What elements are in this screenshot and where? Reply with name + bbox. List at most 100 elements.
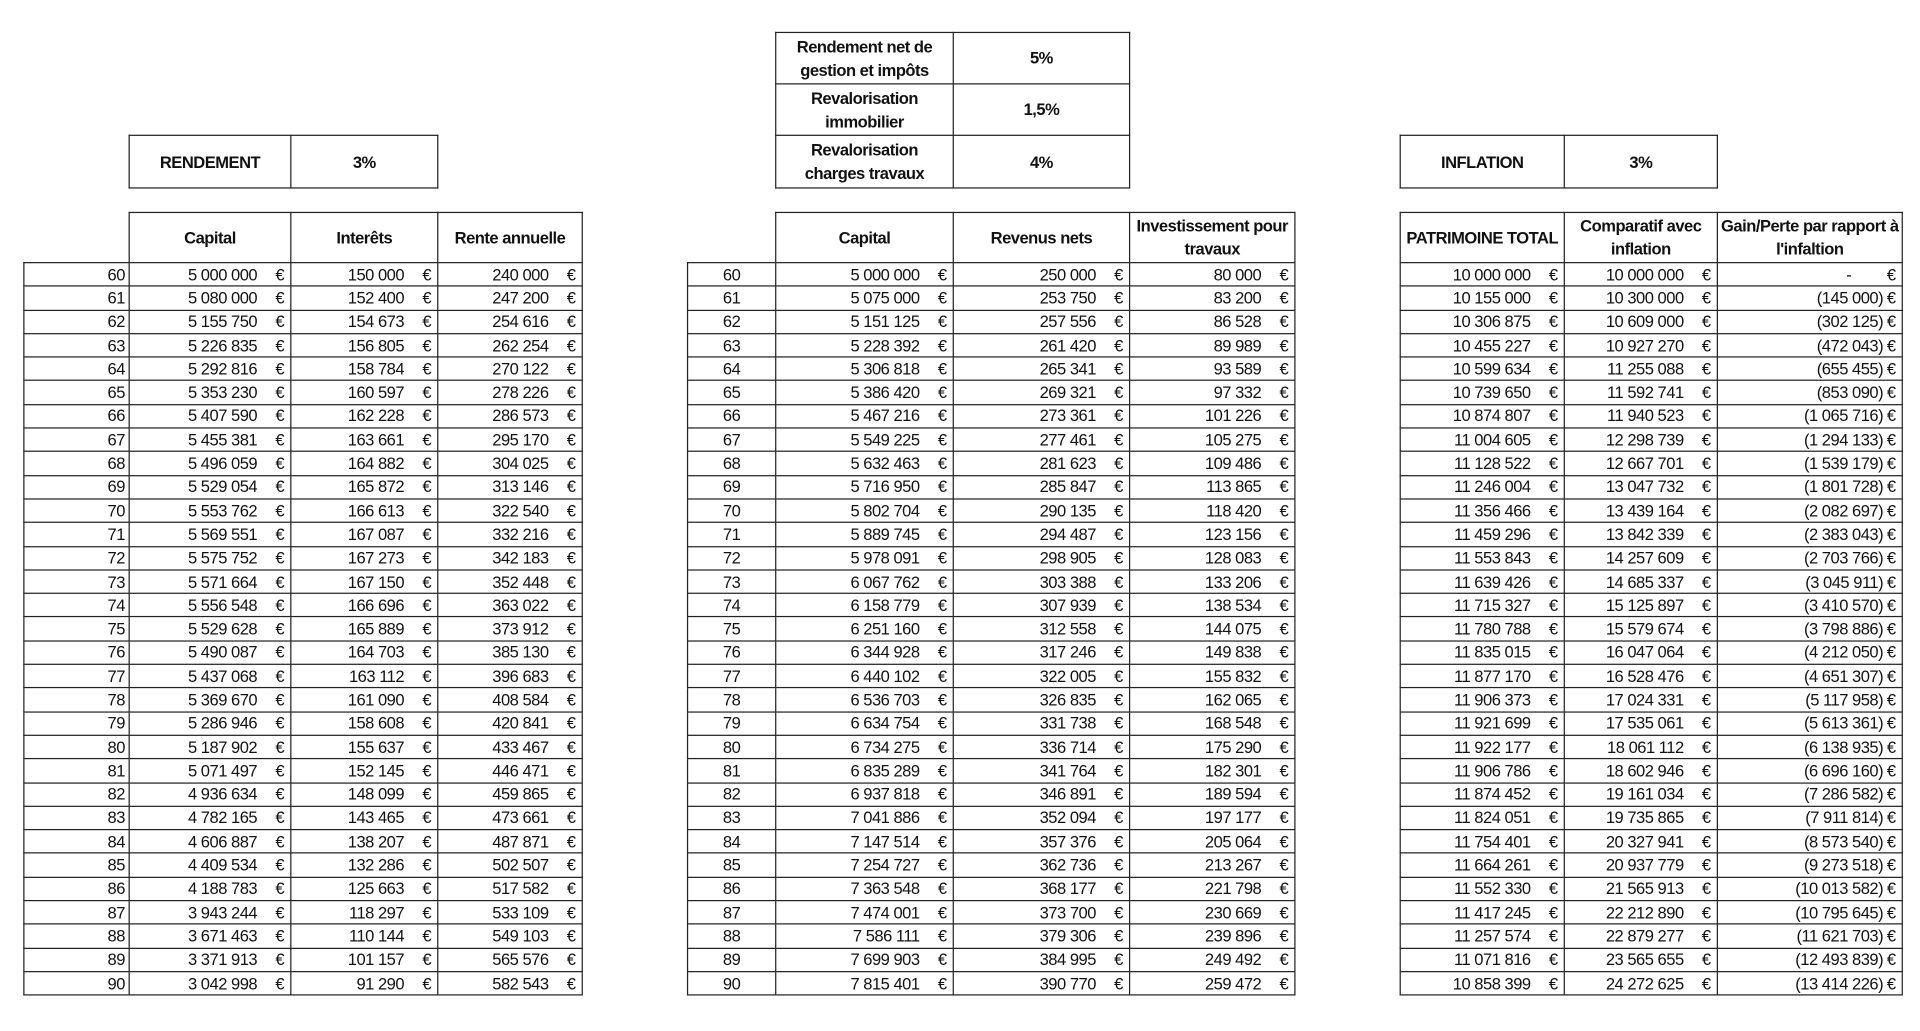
capital-cell[interactable]: 5 226 835 € [128, 332, 292, 358]
interets-cell[interactable]: 163 661 € [290, 427, 439, 453]
patrimoine-total-cell[interactable]: 11 874 452 € [1399, 781, 1565, 807]
rente-annuelle-cell[interactable]: 502 507 € [437, 852, 583, 878]
revenus-nets-cell[interactable]: 322 005 € [952, 663, 1131, 689]
capital-cell[interactable]: 6 251 160 € [775, 616, 954, 642]
investissement-travaux-cell[interactable]: 118 420 € [1128, 498, 1296, 524]
gain-perte-cell[interactable]: (13 414 226) € [1716, 970, 1903, 996]
age-cell[interactable]: 75 [23, 616, 130, 642]
patrimoine-total-cell[interactable]: 11 906 373 € [1399, 687, 1565, 713]
age-cell[interactable]: 74 [686, 592, 777, 618]
capital-cell[interactable]: 5 075 000 € [775, 285, 954, 311]
rente-annuelle-cell[interactable]: 420 841 € [437, 710, 583, 736]
age-cell[interactable]: 90 [686, 970, 777, 996]
investissement-travaux-cell[interactable]: 197 177 € [1128, 805, 1296, 831]
investissement-travaux-cell[interactable]: 113 865 € [1128, 474, 1296, 500]
investissement-travaux-cell[interactable]: 101 226 € [1128, 403, 1296, 429]
investissement-travaux-cell[interactable]: 221 798 € [1128, 876, 1296, 902]
comparatif-inflation-cell[interactable]: 22 212 890 € [1563, 900, 1718, 925]
capital-cell[interactable]: 7 041 886 € [775, 805, 954, 831]
age-cell[interactable]: 72 [23, 545, 130, 571]
capital-cell[interactable]: 5 353 230 € [128, 380, 292, 406]
age-cell[interactable]: 82 [23, 781, 130, 807]
comparatif-inflation-cell[interactable]: 20 937 779 € [1563, 852, 1718, 878]
revenus-nets-cell[interactable]: 346 891 € [952, 781, 1131, 807]
rente-annuelle-cell[interactable]: 473 661 € [437, 805, 583, 831]
capital-cell[interactable]: 5 455 381 € [128, 427, 292, 453]
comparatif-inflation-cell[interactable]: 13 842 339 € [1563, 521, 1718, 547]
age-cell[interactable]: 62 [686, 309, 777, 335]
age-cell[interactable]: 65 [23, 380, 130, 406]
investissement-travaux-cell[interactable]: 89 989 € [1128, 332, 1296, 358]
investissement-travaux-cell[interactable]: 86 528 € [1128, 309, 1296, 335]
capital-cell[interactable]: 5 496 059 € [128, 451, 292, 476]
comparatif-inflation-cell[interactable]: 23 565 655 € [1563, 947, 1718, 973]
gain-perte-cell[interactable]: (2 383 043) € [1716, 521, 1903, 547]
rente-annuelle-cell[interactable]: 487 871 € [437, 829, 583, 855]
patrimoine-total-cell[interactable]: 10 874 807 € [1399, 403, 1565, 429]
patrimoine-total-cell[interactable]: 10 739 650 € [1399, 380, 1565, 406]
param-label-rendement-net[interactable]: Rendement net de gestion et impôts [775, 31, 954, 85]
comparatif-inflation-cell[interactable]: 16 047 064 € [1563, 640, 1718, 665]
investissement-travaux-cell[interactable]: 128 083 € [1128, 545, 1296, 571]
capital-cell[interactable]: 6 536 703 € [775, 687, 954, 713]
age-cell[interactable]: 88 [686, 923, 777, 949]
age-cell[interactable]: 79 [686, 710, 777, 736]
investissement-travaux-cell[interactable]: 249 492 € [1128, 947, 1296, 973]
gain-perte-cell[interactable]: (7 911 814) € [1716, 805, 1903, 831]
comparatif-inflation-cell[interactable]: 21 565 913 € [1563, 876, 1718, 902]
investissement-travaux-cell[interactable]: 182 301 € [1128, 758, 1296, 784]
age-cell[interactable]: 61 [686, 285, 777, 311]
interets-cell[interactable]: 165 872 € [290, 474, 439, 500]
capital-cell[interactable]: 5 286 946 € [128, 710, 292, 736]
column-header-revenus-nets[interactable]: Revenus nets [952, 211, 1131, 264]
age-cell[interactable]: 83 [686, 805, 777, 831]
capital-cell[interactable]: 4 409 534 € [128, 852, 292, 878]
capital-cell[interactable]: 5 386 420 € [775, 380, 954, 406]
revenus-nets-cell[interactable]: 384 995 € [952, 947, 1131, 973]
age-cell[interactable]: 86 [686, 876, 777, 902]
capital-cell[interactable]: 7 474 001 € [775, 900, 954, 925]
column-header-rente-annuelle[interactable]: Rente annuelle [437, 211, 583, 264]
revenus-nets-cell[interactable]: 312 558 € [952, 616, 1131, 642]
rente-annuelle-cell[interactable]: 352 448 € [437, 569, 583, 595]
interets-cell[interactable]: 167 150 € [290, 569, 439, 595]
investissement-travaux-cell[interactable]: 138 534 € [1128, 592, 1296, 618]
capital-cell[interactable]: 5 490 087 € [128, 640, 292, 665]
age-cell[interactable]: 60 [23, 262, 130, 287]
capital-cell[interactable]: 6 067 762 € [775, 569, 954, 595]
patrimoine-total-cell[interactable]: 10 599 634 € [1399, 356, 1565, 382]
patrimoine-total-cell[interactable]: 11 754 401 € [1399, 829, 1565, 855]
interets-cell[interactable]: 158 608 € [290, 710, 439, 736]
age-cell[interactable]: 76 [686, 640, 777, 665]
age-cell[interactable]: 90 [23, 970, 130, 996]
patrimoine-total-cell[interactable]: 11 071 816 € [1399, 947, 1565, 973]
comparatif-inflation-cell[interactable]: 13 439 164 € [1563, 498, 1718, 524]
patrimoine-total-cell[interactable]: 10 155 000 € [1399, 285, 1565, 311]
comparatif-inflation-cell[interactable]: 10 927 270 € [1563, 332, 1718, 358]
revenus-nets-cell[interactable]: 281 623 € [952, 451, 1131, 476]
age-cell[interactable]: 80 [23, 734, 130, 760]
comparatif-inflation-cell[interactable]: 19 735 865 € [1563, 805, 1718, 831]
inflation-label[interactable]: INFLATION [1399, 134, 1565, 189]
age-cell[interactable]: 85 [686, 852, 777, 878]
investissement-travaux-cell[interactable]: 93 589 € [1128, 356, 1296, 382]
investissement-travaux-cell[interactable]: 213 267 € [1128, 852, 1296, 878]
patrimoine-total-cell[interactable]: 11 921 699 € [1399, 710, 1565, 736]
gain-perte-cell[interactable]: (2 703 766) € [1716, 545, 1903, 571]
rente-annuelle-cell[interactable]: 304 025 € [437, 451, 583, 476]
revenus-nets-cell[interactable]: 277 461 € [952, 427, 1131, 453]
age-cell[interactable]: 63 [23, 332, 130, 358]
age-cell[interactable]: 72 [686, 545, 777, 571]
capital-cell[interactable]: 4 782 165 € [128, 805, 292, 831]
comparatif-inflation-cell[interactable]: 14 685 337 € [1563, 569, 1718, 595]
gain-perte-cell[interactable]: (5 613 361) € [1716, 710, 1903, 736]
age-cell[interactable]: 80 [686, 734, 777, 760]
comparatif-inflation-cell[interactable]: 10 609 000 € [1563, 309, 1718, 335]
patrimoine-total-cell[interactable]: 11 824 051 € [1399, 805, 1565, 831]
investissement-travaux-cell[interactable]: 155 832 € [1128, 663, 1296, 689]
comparatif-inflation-cell[interactable]: 14 257 609 € [1563, 545, 1718, 571]
gain-perte-cell[interactable]: (302 125) € [1716, 309, 1903, 335]
gain-perte-cell[interactable]: (6 138 935) € [1716, 734, 1903, 760]
age-cell[interactable]: 66 [23, 403, 130, 429]
interets-cell[interactable]: 158 784 € [290, 356, 439, 382]
